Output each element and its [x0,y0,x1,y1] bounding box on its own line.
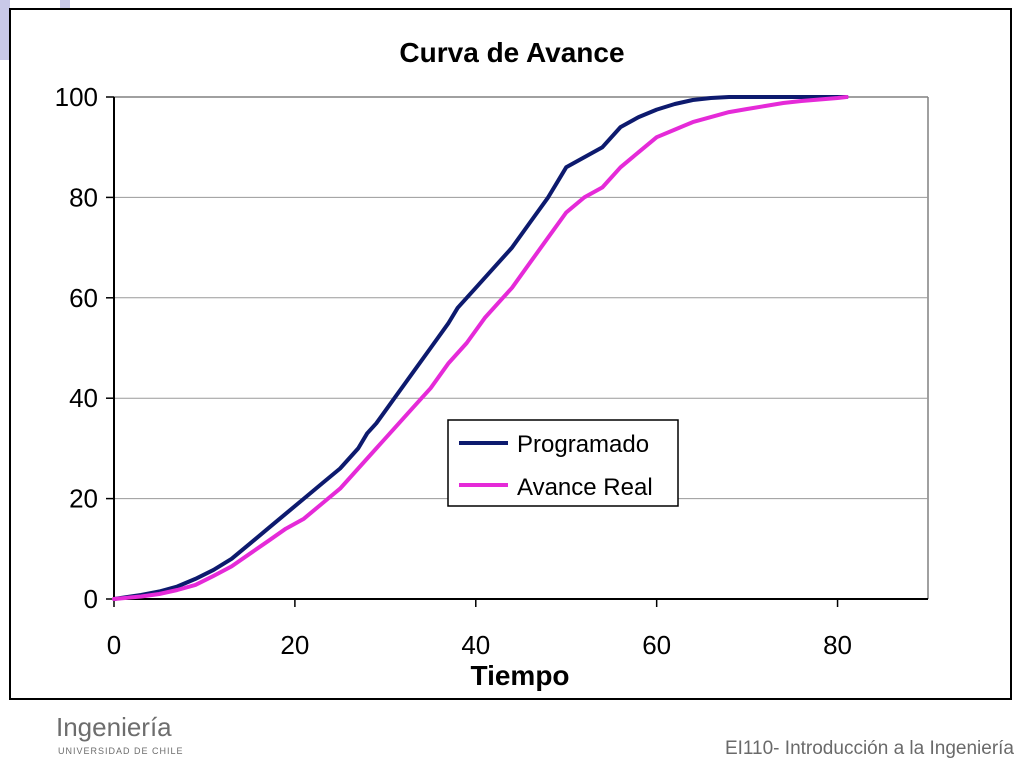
university-logo: Ingeniería UNIVERSIDAD DE CHILE [56,706,206,762]
y-tick-labels: 0 20 40 60 80 100 [55,82,98,614]
logo-text: Ingeniería [56,712,172,742]
x-axis-label: Tiempo [470,660,569,691]
legend-label-programado: Programado [517,431,649,458]
legend-label-avance-real: Avance Real [517,474,653,501]
x-tick-label: 0 [107,630,121,660]
series-lines [112,95,849,601]
y-tick-label: 40 [69,383,98,413]
y-tick-label: 100 [55,82,98,112]
y-tick-label: 20 [69,484,98,514]
x-tick-label: 60 [642,630,671,660]
legend-box [447,419,679,507]
course-footer: EI110- Introducción a la Ingeniería [724,738,1014,759]
axes [106,96,928,607]
x-tick-label: 40 [461,630,490,660]
logo-subtext: UNIVERSIDAD DE CHILE [58,746,184,756]
series-line-avance-real [112,95,849,601]
x-tick-label: 80 [823,630,852,660]
y-tick-label: 60 [69,283,98,313]
y-tick-label: 80 [69,182,98,212]
series-line-programado [112,95,849,601]
chart-title: Curva de Avance [399,37,624,68]
y-tick-label: 0 [84,584,98,614]
x-tick-labels: 0 20 40 60 80 [107,630,852,660]
x-tick-label: 20 [280,630,309,660]
legend: Programado Avance Real [447,419,679,507]
grid-lines [114,96,929,599]
line-chart: Curva de Avance 0 20 40 60 80 100 0 20 40 60 80 T… [55,37,929,691]
chart-frame: Curva de Avance 0 20 40 60 80 100 0 20 40 60 80 T… [9,8,1012,700]
